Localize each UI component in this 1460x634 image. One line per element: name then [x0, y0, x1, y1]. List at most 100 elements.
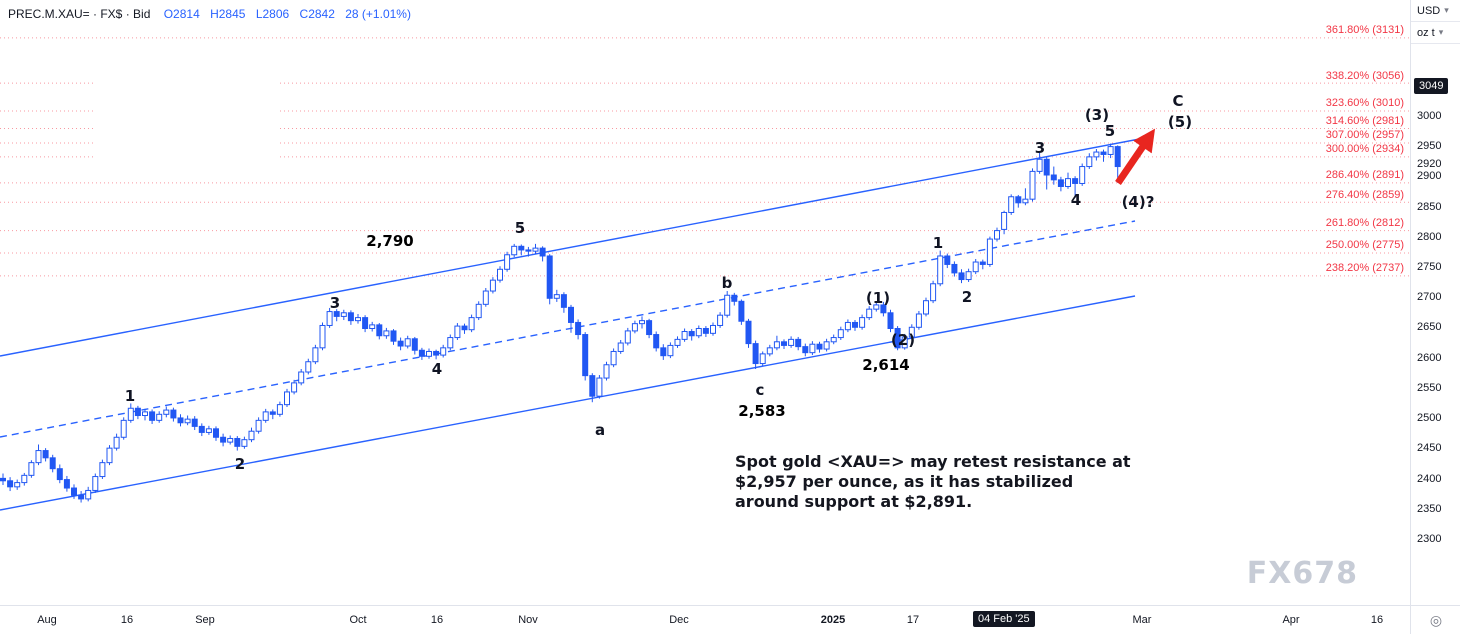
candle-body — [376, 324, 383, 337]
candle-body — [710, 324, 716, 334]
candle-body — [937, 255, 944, 285]
candle-body — [191, 418, 198, 427]
candle-body — [575, 321, 582, 336]
candle-body — [873, 304, 880, 310]
time-tick: 16 — [120, 614, 134, 626]
candle-body — [688, 331, 695, 337]
candle-body — [78, 494, 85, 500]
time-tick: 17 — [906, 614, 920, 626]
candle-body — [511, 245, 518, 256]
candle-body — [653, 334, 660, 349]
annotation-line: around support at $2,891. — [735, 492, 973, 511]
candle-body — [198, 425, 205, 433]
price-tick: 2700 — [1417, 291, 1442, 304]
time-axis[interactable]: Aug 16 Sep Oct 16 Nov Dec 2025 17 Mar Apr 16 04 Feb … — [0, 605, 1410, 634]
annotation-text: Spot gold <XAU=> may retest resistance a… — [735, 452, 1131, 512]
price-tick: 2900 — [1417, 170, 1442, 183]
candle-body — [0, 477, 6, 482]
candle-body — [759, 353, 766, 365]
watermark: FX678 — [1246, 556, 1358, 591]
price-tick: 2650 — [1417, 321, 1442, 334]
price-tick: 2550 — [1417, 381, 1442, 394]
candle-body — [142, 411, 148, 417]
candle-body — [773, 341, 780, 349]
candle-body — [355, 317, 361, 322]
candle-body — [248, 430, 255, 441]
candle-body — [986, 238, 993, 265]
candle-body — [7, 480, 14, 488]
time-tick: Nov — [518, 614, 538, 626]
candle-body — [731, 294, 738, 302]
candle-body — [255, 419, 262, 432]
candle-body — [305, 361, 312, 373]
candle-body — [63, 479, 70, 489]
candle-body — [369, 324, 376, 329]
candle-body — [475, 303, 482, 319]
ohlc-change: 28 (+1.01%) — [345, 7, 411, 21]
time-tick: 16 — [430, 614, 444, 626]
candle-body — [717, 314, 724, 326]
candle-body — [170, 409, 177, 419]
candle-body — [752, 343, 759, 365]
candle-body — [284, 391, 290, 406]
price-axis[interactable]: USD ▾ oz t ▾ 3000 2950 2920 2900 2850 2800 275… — [1410, 0, 1460, 605]
candle-body — [461, 325, 468, 331]
candle-body — [631, 323, 638, 332]
chart-pane[interactable]: 361.80% (3131) 338.20% (3056) 323.60% (301… — [0, 0, 1410, 605]
candle-body — [844, 321, 851, 331]
candle-body — [454, 325, 461, 339]
candle-body — [965, 271, 972, 281]
time-tick: Sep — [195, 614, 215, 626]
candle-body — [788, 338, 795, 346]
candle-body — [291, 382, 298, 393]
candle-body — [156, 413, 163, 421]
candle-body — [397, 340, 404, 347]
ohlc-low: L2806 — [255, 7, 290, 21]
candle-body — [127, 407, 134, 421]
price-tick: 2850 — [1417, 200, 1442, 213]
candle-body — [276, 404, 283, 415]
symbol-label[interactable]: PREC.M.XAU= · FX$ · Bid — [8, 7, 151, 21]
price-tick: 2350 — [1417, 502, 1442, 515]
candle-body — [901, 336, 908, 349]
candle-body — [333, 311, 340, 317]
candle-body — [298, 371, 305, 384]
candle-body — [802, 346, 809, 354]
unit-selector[interactable]: oz t ▾ — [1411, 22, 1460, 44]
candle-body — [99, 462, 106, 478]
candle-body — [880, 304, 887, 314]
crosshair-date-label: 04 Feb '25 — [973, 611, 1035, 627]
candle-body — [546, 255, 553, 299]
annotation-line: Spot gold <XAU=> may retest resistance a… — [735, 452, 1131, 471]
price-tick: 2500 — [1417, 412, 1442, 425]
price-tick: 3000 — [1417, 109, 1442, 122]
chevron-down-icon: ▾ — [1438, 27, 1444, 37]
candle-body — [695, 327, 702, 337]
chart-svg[interactable] — [0, 0, 1410, 605]
time-tick: Oct — [349, 614, 367, 626]
candle-body — [894, 327, 901, 349]
candle-body — [42, 450, 49, 459]
candle-body — [1093, 151, 1100, 158]
candle-body — [646, 320, 653, 336]
candle-body — [568, 306, 574, 323]
axis-corner: ◎ — [1410, 605, 1460, 634]
unit-label: oz t — [1417, 26, 1435, 39]
candle-body — [560, 294, 567, 308]
candle-body — [383, 330, 390, 337]
candle-body — [106, 447, 113, 464]
currency-selector[interactable]: USD ▾ — [1411, 0, 1460, 22]
crosshair-target-icon[interactable]: ◎ — [1429, 612, 1443, 628]
candle-body — [347, 312, 354, 322]
candle-body — [28, 462, 35, 476]
candle-body — [56, 468, 63, 481]
candle-body — [163, 409, 170, 415]
candle-body — [1036, 158, 1043, 172]
chevron-down-icon: ▾ — [1444, 5, 1449, 15]
candle-body — [319, 324, 326, 349]
candle-body — [1065, 178, 1071, 187]
candle-body — [177, 417, 184, 424]
candle-body — [149, 411, 156, 421]
time-tick: Apr — [1282, 614, 1300, 626]
